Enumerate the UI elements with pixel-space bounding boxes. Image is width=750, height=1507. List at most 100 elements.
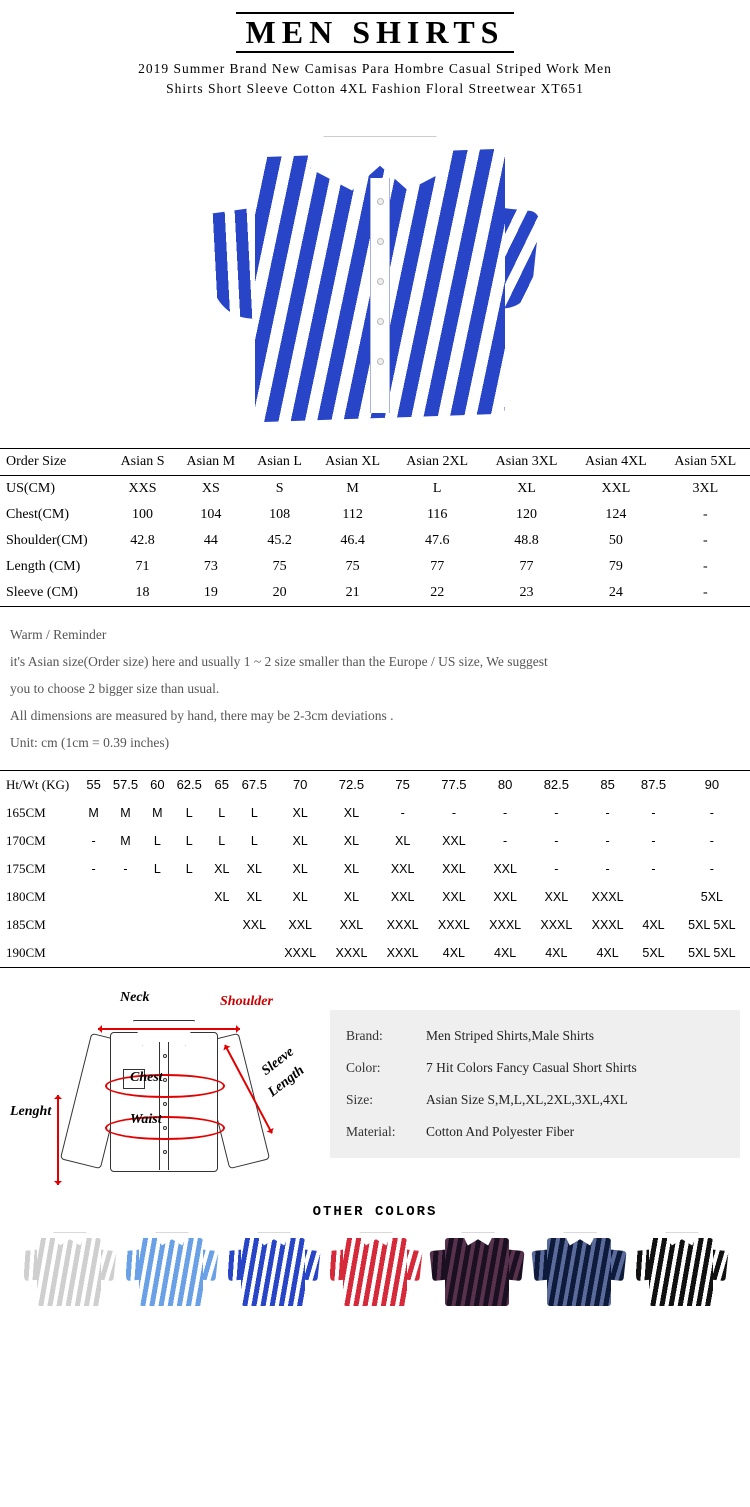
spec-val-brand: Men Striped Shirts,Male Shirts (426, 1028, 724, 1044)
color-swatch (327, 1228, 423, 1310)
cell: 4XL (531, 939, 582, 968)
cell: 4XL (428, 939, 479, 968)
color-swatch (123, 1228, 219, 1310)
cell: 24 (571, 580, 660, 607)
size-th: Order Size (0, 448, 110, 475)
diagram-label-length: Lenght (10, 1104, 51, 1120)
cell: - (531, 799, 582, 827)
cell (82, 939, 105, 968)
cell: - (633, 799, 674, 827)
cell: - (531, 855, 582, 883)
cell (105, 883, 146, 911)
shirt-illustration (195, 118, 555, 438)
size-th: Asian 3XL (482, 448, 571, 475)
cell: 124 (571, 502, 660, 528)
cell: M (146, 799, 169, 827)
cell (82, 883, 105, 911)
height-weight-table: Ht/Wt (KG)5557.56062.56567.57072.57577.5… (0, 771, 750, 968)
cell: 21 (313, 580, 393, 607)
spec-key-color: Color: (346, 1060, 426, 1076)
table-row: Shoulder(CM)42.84445.246.447.648.850- (0, 528, 750, 554)
row-label: Chest(CM) (0, 502, 110, 528)
size-th: Asian 2XL (393, 448, 482, 475)
cell: L (393, 475, 482, 502)
size-th: Asian 4XL (571, 448, 660, 475)
cell: XXXL (275, 939, 326, 968)
info-row: Neck Shoulder Chest Waist Lenght Sleeve … (0, 968, 750, 1200)
row-label: Sleeve (CM) (0, 580, 110, 607)
cell: - (582, 855, 633, 883)
table-row: US(CM)XXSXSSMLXLXXL3XL (0, 475, 750, 502)
htwt-th: 82.5 (531, 771, 582, 799)
cell: L (169, 799, 210, 827)
cell: - (674, 827, 750, 855)
cell: 5XL 5XL (674, 939, 750, 968)
row-label: Shoulder(CM) (0, 528, 110, 554)
htwt-th: 77.5 (428, 771, 479, 799)
cell: XXL (377, 855, 428, 883)
cell: 5XL (633, 939, 674, 968)
cell: XL (482, 475, 571, 502)
cell: - (105, 855, 146, 883)
cell: XXL (480, 855, 531, 883)
cell: - (531, 827, 582, 855)
htwt-th: 62.5 (169, 771, 210, 799)
cell: 45.2 (247, 528, 313, 554)
color-swatch (531, 1228, 627, 1310)
cell: - (582, 827, 633, 855)
cell: M (82, 799, 105, 827)
cell: M (105, 799, 146, 827)
cell: XL (210, 855, 235, 883)
color-swatch (429, 1228, 525, 1310)
htwt-th: 87.5 (633, 771, 674, 799)
cell: 100 (110, 502, 175, 528)
size-th: Asian XL (313, 448, 393, 475)
cell: - (480, 827, 531, 855)
row-label: 165CM (0, 799, 82, 827)
cell: - (428, 799, 479, 827)
cell: XL (275, 827, 326, 855)
reminder-heading: Warm / Reminder (10, 621, 740, 648)
cell: 108 (247, 502, 313, 528)
cell (146, 911, 169, 939)
cell: M (313, 475, 393, 502)
htwt-th: 65 (210, 771, 235, 799)
spec-val-color: 7 Hit Colors Fancy Casual Short Shirts (426, 1060, 724, 1076)
cell (169, 939, 210, 968)
cell: - (633, 855, 674, 883)
table-row: 170CM-MLLLLXLXLXLXXL----- (0, 827, 750, 855)
size-th: Asian S (110, 448, 175, 475)
cell: 4XL (480, 939, 531, 968)
htwt-th: 57.5 (105, 771, 146, 799)
cell (169, 883, 210, 911)
measurement-diagram: Neck Shoulder Chest Waist Lenght Sleeve … (10, 984, 320, 1184)
cell: - (633, 827, 674, 855)
table-row: Length (CM)71737575777779- (0, 554, 750, 580)
row-label: 190CM (0, 939, 82, 968)
cell: 48.8 (482, 528, 571, 554)
htwt-th: 85 (582, 771, 633, 799)
row-label: 170CM (0, 827, 82, 855)
size-th: Asian L (247, 448, 313, 475)
cell: L (169, 827, 210, 855)
cell: 46.4 (313, 528, 393, 554)
cell: 5XL (674, 883, 750, 911)
table-row: 175CM--LLXLXLXLXLXXLXXLXXL---- (0, 855, 750, 883)
cell: - (582, 799, 633, 827)
spec-key-brand: Brand: (346, 1028, 426, 1044)
cell: 44 (175, 528, 246, 554)
cell: XXL (428, 883, 479, 911)
cell: XXXL (582, 883, 633, 911)
cell: XXXL (377, 939, 428, 968)
cell: 75 (313, 554, 393, 580)
table-row: Sleeve (CM)18192021222324- (0, 580, 750, 607)
diagram-label-shoulder: Shoulder (220, 994, 273, 1010)
cell: L (234, 827, 275, 855)
cell: 77 (393, 554, 482, 580)
cell: - (377, 799, 428, 827)
spec-key-size: Size: (346, 1092, 426, 1108)
cell: - (661, 580, 750, 607)
cell (210, 911, 235, 939)
cell (210, 939, 235, 968)
page-title: MEN SHIRTS (236, 12, 515, 53)
